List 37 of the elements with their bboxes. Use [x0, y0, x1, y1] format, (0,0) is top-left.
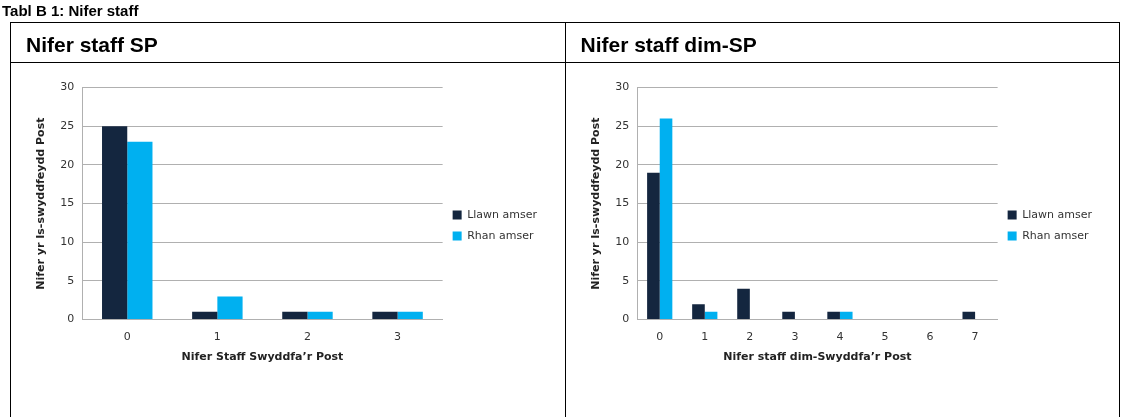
y-tick-label: 5: [621, 273, 629, 287]
y-tick-label: 25: [614, 119, 629, 133]
y-tick-label: 20: [60, 157, 75, 171]
y-tick-label: 15: [614, 196, 629, 210]
legend-label: Llawn amser: [467, 207, 538, 221]
y-tick-label: 10: [614, 235, 629, 249]
y-axis-title: Nifer yr Is-swyddfeydd Post: [588, 117, 602, 290]
legend-label: Rhan amser: [467, 228, 534, 242]
x-tick-label: 1: [213, 330, 221, 344]
y-tick-label: 25: [60, 119, 75, 133]
y-tick-label: 15: [60, 196, 75, 210]
x-tick-label: 1: [700, 330, 708, 344]
y-tick-label: 5: [67, 273, 75, 287]
y-tick-label: 0: [67, 312, 75, 326]
text: Tabl B 1: Nifer staff: [2, 2, 139, 20]
y-tick-label: 0: [621, 312, 629, 326]
x-tick-label: 0: [655, 330, 663, 344]
x-axis-title: Nifer Staff Swyddfa’r Post: [181, 350, 344, 364]
x-tick-label: 2: [745, 330, 753, 344]
y-axis-title: Nifer yr Is-swyddfeydd Post: [34, 117, 48, 290]
legend-label: Llawn amser: [1021, 207, 1092, 221]
x-tick-label: 7: [971, 330, 979, 344]
x-tick-label: 3: [790, 330, 798, 344]
legend-label: Rhan amser: [1021, 228, 1089, 242]
y-tick-label: 30: [614, 80, 629, 94]
x-tick-label: 2: [303, 330, 311, 344]
x-tick-label: 6: [926, 330, 934, 344]
y-tick-label: 10: [60, 235, 75, 249]
x-tick-label: 3: [394, 330, 402, 344]
chart-title: Nifer staff dim-SP: [565, 23, 1119, 63]
x-axis-title: Nifer staff dim-Swyddfa’r Post: [722, 350, 912, 364]
chart-title: Nifer staff SP: [11, 23, 565, 63]
y-tick-label: 30: [60, 80, 75, 94]
y-tick-label: 20: [614, 157, 629, 171]
x-tick-label: 5: [881, 330, 888, 344]
x-tick-label: 4: [835, 330, 843, 344]
x-tick-label: 0: [123, 330, 131, 344]
